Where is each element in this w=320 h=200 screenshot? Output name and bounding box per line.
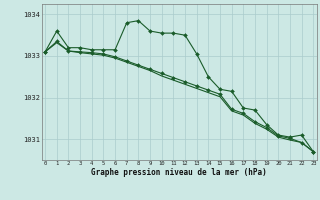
X-axis label: Graphe pression niveau de la mer (hPa): Graphe pression niveau de la mer (hPa): [91, 168, 267, 177]
